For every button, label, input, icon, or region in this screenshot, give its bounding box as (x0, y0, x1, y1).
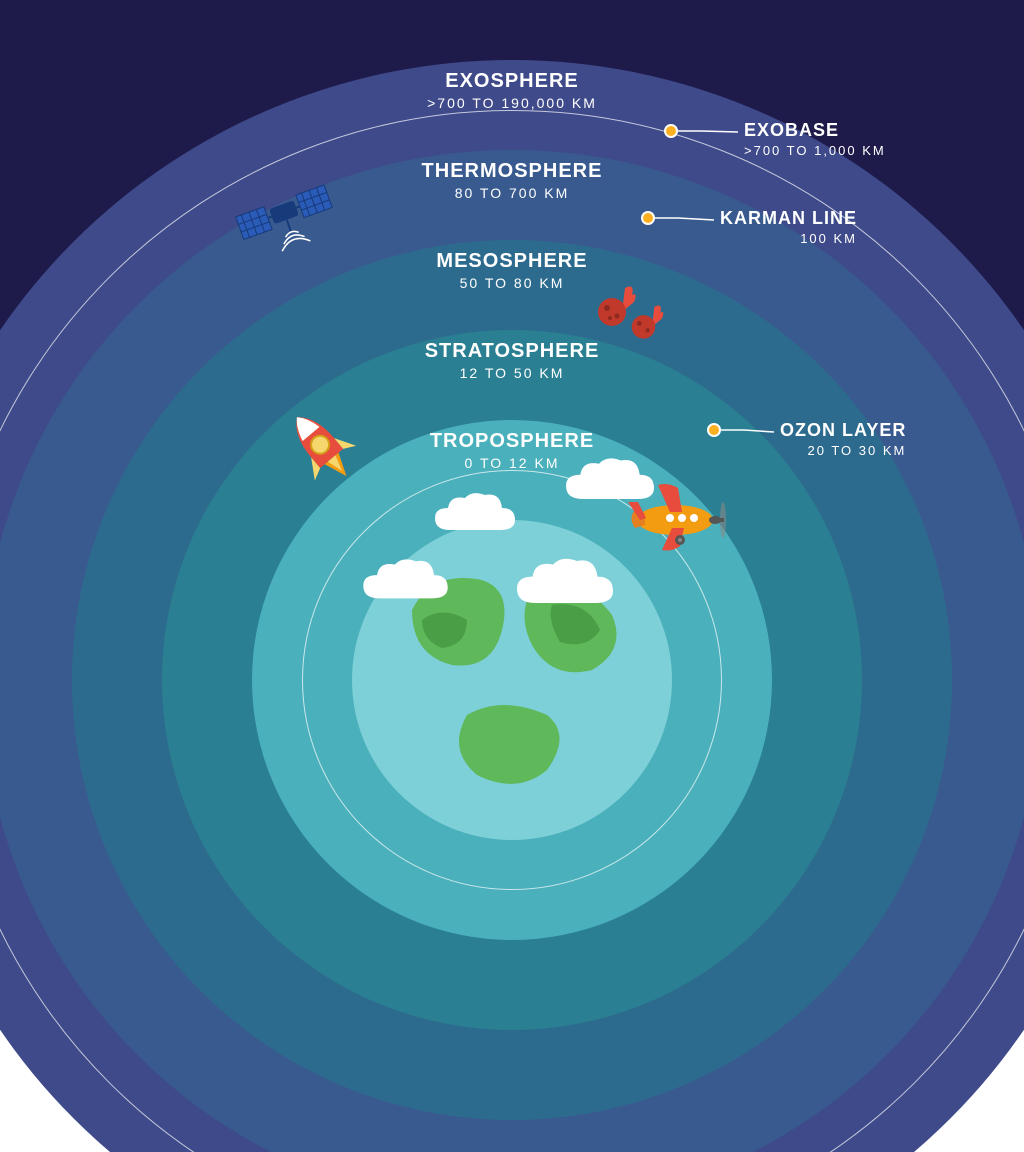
callout-range: 100 KM (720, 231, 857, 246)
callout-name: KARMAN LINE (720, 208, 857, 229)
callout-lines (0, 0, 1024, 576)
callout-dot-ozon (707, 423, 721, 437)
callout-dot-karman (641, 211, 655, 225)
callout-range: >700 TO 1,000 KM (744, 143, 886, 158)
callout-name: EXOBASE (744, 120, 886, 141)
callout-exobase: EXOBASE >700 TO 1,000 KM (744, 120, 886, 158)
callout-name: OZON LAYER (780, 420, 906, 441)
callout-line (678, 131, 738, 132)
callout-dot-exobase (664, 124, 678, 138)
callout-karman: KARMAN LINE 100 KM (720, 208, 857, 246)
callout-line (721, 430, 774, 432)
callout-line (655, 218, 714, 220)
callout-ozon: OZON LAYER 20 TO 30 KM (780, 420, 906, 458)
callout-range: 20 TO 30 KM (780, 443, 906, 458)
